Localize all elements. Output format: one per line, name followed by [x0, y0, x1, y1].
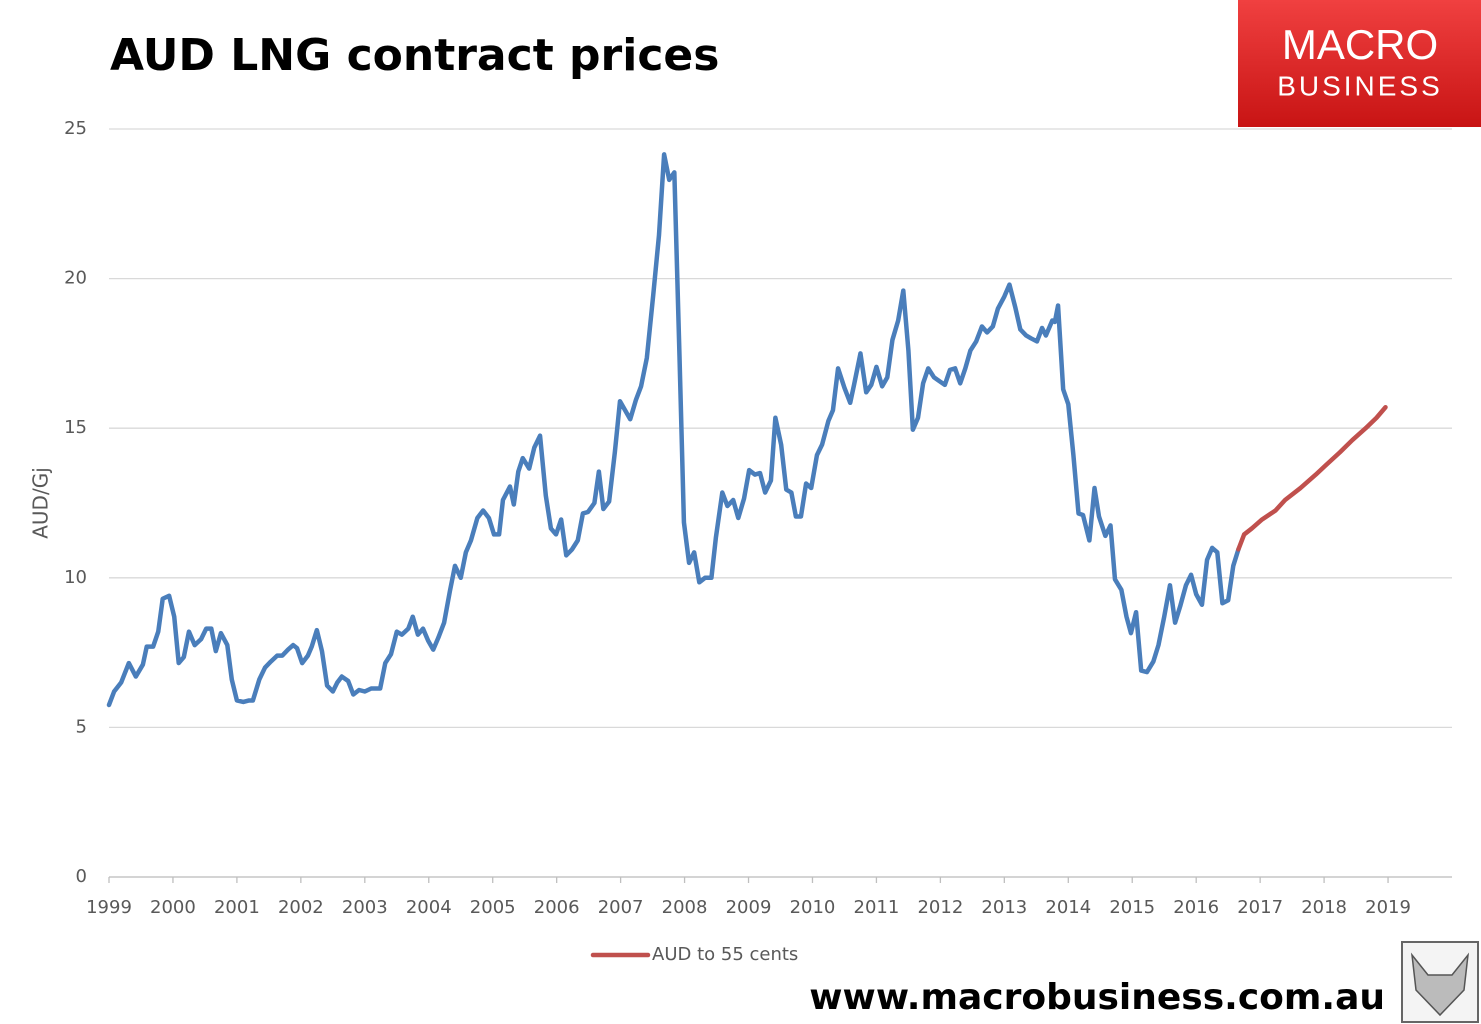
x-tick-label: 2014 — [1045, 897, 1091, 918]
legend-label: AUD to 55 cents — [652, 944, 798, 965]
x-tick-label: 2018 — [1301, 897, 1347, 918]
x-tick-label: 2017 — [1237, 897, 1283, 918]
y-tick-label: 25 — [64, 118, 87, 139]
y-axis-label: AUD/Gj — [29, 467, 53, 539]
x-tick-label: 2015 — [1109, 897, 1155, 918]
website: www.macrobusiness.com.au — [809, 977, 1385, 1018]
x-tick-label: 2002 — [278, 897, 324, 918]
series-line — [106, 152, 1241, 708]
x-tick-label: 2006 — [534, 897, 580, 918]
icon-fox — [1410, 952, 1470, 1017]
logo-text: MACRO — [1282, 21, 1438, 68]
x-tick-label: 2005 — [470, 897, 516, 918]
x-tick-label: 2008 — [662, 897, 708, 918]
series-line — [1236, 405, 1388, 552]
x-tick-label: 2007 — [598, 897, 644, 918]
x-tick-label: 2004 — [406, 897, 452, 918]
logo — [1238, 0, 1481, 127]
x-tick-label: 1999 — [86, 897, 132, 918]
y-tick-label: 20 — [64, 268, 87, 289]
x-tick-label: 2010 — [790, 897, 836, 918]
y-tick-label: 15 — [64, 417, 87, 438]
y-tick-label: 10 — [64, 567, 87, 588]
chart-title: AUD LNG contract prices — [110, 30, 719, 81]
x-tick-label: 2016 — [1173, 897, 1219, 918]
fox-icon — [1401, 941, 1479, 1023]
logo-text: BUSINESS — [1277, 70, 1443, 101]
x-tick-label: 2001 — [214, 897, 260, 918]
x-tick-label: 2011 — [854, 897, 900, 918]
x-tick-label: 2000 — [150, 897, 196, 918]
x-tick-label: 2003 — [342, 897, 388, 918]
x-tick-label: 2009 — [726, 897, 772, 918]
x-tick-label: 2013 — [981, 897, 1027, 918]
x-tick-label: 2019 — [1365, 897, 1411, 918]
y-tick-label: 0 — [76, 866, 87, 887]
x-tick-label: 2012 — [917, 897, 963, 918]
y-tick-label: 5 — [76, 716, 87, 737]
